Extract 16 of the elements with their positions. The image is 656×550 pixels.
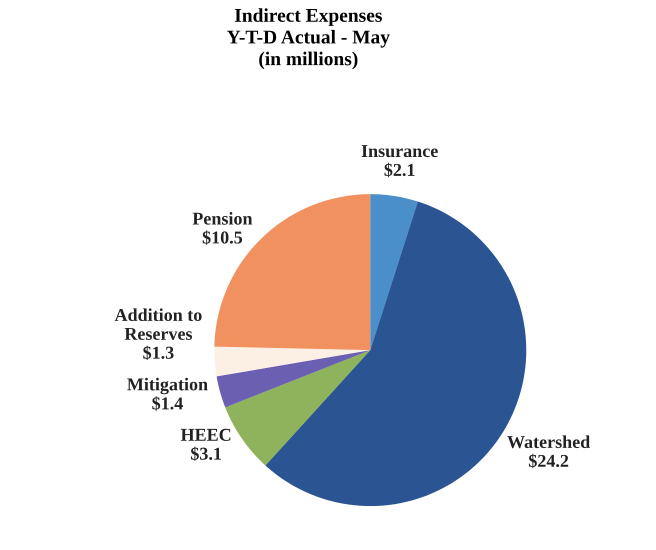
data-label: $24.2 <box>528 454 568 468</box>
data-label: $1.3 <box>143 346 174 360</box>
chart-title: Indirect Expenses Y-T-D Actual - May (in millions) <box>227 8 390 70</box>
pie-slice <box>216 350 370 408</box>
data-label: $2.1 <box>384 162 415 178</box>
slice-label: Pension <box>192 212 252 225</box>
slice-label: Insurance <box>362 145 438 158</box>
pie-slice <box>214 346 370 376</box>
slice-label: Addition to Reserves <box>114 308 202 340</box>
slice-label: Watershed <box>507 435 590 448</box>
slice-label: Mitigation <box>127 378 208 394</box>
slice-label: HEEC <box>180 428 230 441</box>
data-label: $10.5 <box>202 230 242 245</box>
data-label: $1.4 <box>152 396 183 411</box>
data-label: $3.1 <box>190 446 222 462</box>
pie-slice <box>370 194 418 350</box>
